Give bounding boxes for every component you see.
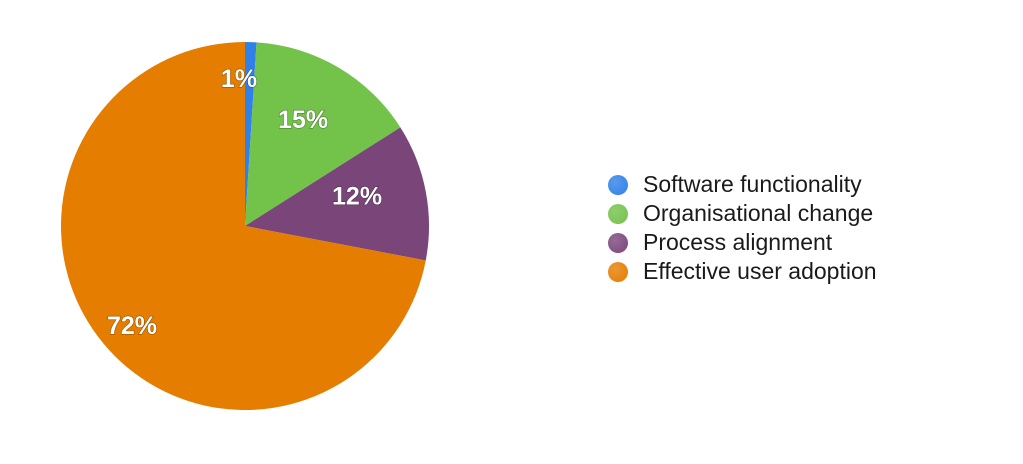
pie-slice-effective-user-adoption <box>61 42 426 411</box>
legend-item: Organisational change <box>608 199 988 228</box>
legend: Software functionality Organisational cha… <box>608 170 988 286</box>
slice-label-process-alignment: 12% <box>332 183 382 211</box>
legend-label: Effective user adoption <box>643 258 877 284</box>
legend-item: Effective user adoption <box>608 257 988 286</box>
slice-label-software-functionality: 1% <box>221 65 257 93</box>
legend-swatch <box>608 203 628 224</box>
legend-swatch <box>608 174 628 195</box>
legend-label: Process alignment <box>643 229 833 255</box>
legend-label: Software functionality <box>643 171 862 197</box>
legend-item: Process alignment <box>608 228 988 257</box>
pie-slice-software-functionality <box>245 42 257 226</box>
legend-item: Software functionality <box>608 170 988 199</box>
legend-swatch <box>608 232 628 253</box>
slice-label-effective-user-adoption: 72% <box>107 312 157 340</box>
legend-swatch <box>608 261 628 282</box>
pie-slice-process-alignment <box>245 127 429 261</box>
slice-label-organisational-change: 15% <box>278 106 328 134</box>
legend-label: Organisational change <box>643 200 874 226</box>
pie-slice-organisational-change <box>245 42 401 226</box>
